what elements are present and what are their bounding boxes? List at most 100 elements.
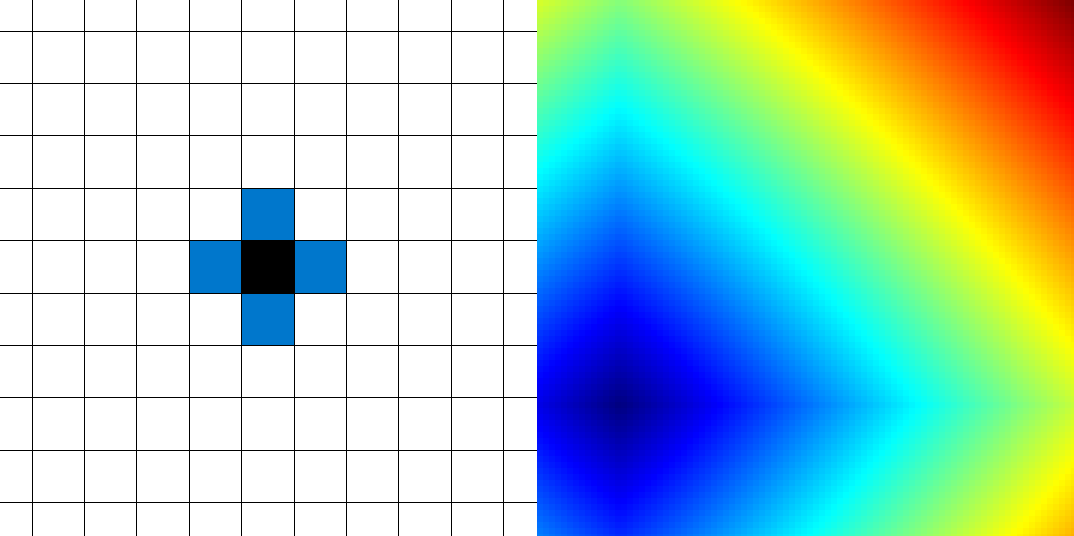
heat-cell [921,144,927,150]
heat-cell [615,294,621,300]
heat-cell [657,120,663,126]
heat-cell [891,48,897,54]
heat-cell [867,264,873,270]
heat-cell [1023,222,1029,228]
heat-cell [915,24,921,30]
heat-cell [723,6,729,12]
heat-cell [561,204,567,210]
heat-cell [891,138,897,144]
heat-cell [831,72,837,78]
heat-cell [567,270,573,276]
heat-cell [741,120,747,126]
heat-cell [573,96,579,102]
heat-cell [621,132,627,138]
heat-cell [831,174,837,180]
heat-cell [717,60,723,66]
heat-cell [1059,102,1065,108]
heat-cell [675,48,681,54]
heat-cell [561,162,567,168]
heat-cell [957,84,963,90]
heat-cell [873,168,879,174]
heat-cell [837,174,843,180]
heat-cell [651,180,657,186]
heat-cell [645,36,651,42]
heat-cell [663,318,669,324]
heat-cell [867,174,873,180]
heat-cell [753,24,759,30]
heat-cell [1047,108,1053,114]
heat-cell [1041,6,1047,12]
heat-cell [543,30,549,36]
heat-cell [591,174,597,180]
heat-cell [1011,126,1017,132]
heat-cell [891,192,897,198]
heat-cell [891,246,897,252]
heat-cell [1065,252,1071,258]
heat-cell [735,6,741,12]
heat-cell [603,288,609,294]
heat-cell [939,246,945,252]
heat-cell [807,258,813,264]
heat-cell [837,282,843,288]
heat-cell [603,90,609,96]
heat-cell [1059,24,1065,30]
heat-cell [801,156,807,162]
heat-cell [939,270,945,276]
heat-cell [735,78,741,84]
heat-cell [963,42,969,48]
heat-cell [861,36,867,42]
heat-cell [771,54,777,60]
heat-cell [669,222,675,228]
heat-cell [681,18,687,24]
heat-cell [609,300,615,306]
heat-cell [717,6,723,12]
heat-cell [903,294,909,300]
heat-cell [891,60,897,66]
heat-cell [693,204,699,210]
heat-cell [939,96,945,102]
heat-cell [555,270,561,276]
heat-cell [1053,12,1059,18]
heat-cell [675,228,681,234]
heat-cell [861,120,867,126]
heat-cell [687,198,693,204]
heat-cell [1029,24,1035,30]
heat-cell [759,294,765,300]
heat-cell [681,210,687,216]
heat-cell [693,36,699,42]
heat-cell [1071,174,1074,180]
heat-cell [963,84,969,90]
heat-cell [1047,264,1053,270]
heat-cell [747,126,753,132]
heat-cell [699,72,705,78]
heat-cell [717,210,723,216]
heat-cell [693,126,699,132]
heat-cell [549,192,555,198]
heat-cell [1023,102,1029,108]
heat-cell [981,180,987,186]
heat-cell [837,102,843,108]
heat-cell [885,264,891,270]
heat-cell [765,30,771,36]
heat-cell [909,246,915,252]
heat-cell [717,270,723,276]
heat-cell [1071,180,1074,186]
heat-cell [555,282,561,288]
heat-cell [633,30,639,36]
heat-cell [879,96,885,102]
heat-cell [1029,54,1035,60]
heat-cell [723,132,729,138]
heat-cell [699,90,705,96]
heat-cell [729,294,735,300]
heat-cell [753,0,759,6]
heat-cell [651,126,657,132]
heat-cell [687,78,693,84]
heat-cell [1005,306,1011,312]
heat-cell [783,300,789,306]
heat-cell [891,162,897,168]
heat-cell [927,198,933,204]
source-cell [241,241,294,293]
heat-cell [879,66,885,72]
heat-cell [627,198,633,204]
heat-cell [1059,36,1065,42]
